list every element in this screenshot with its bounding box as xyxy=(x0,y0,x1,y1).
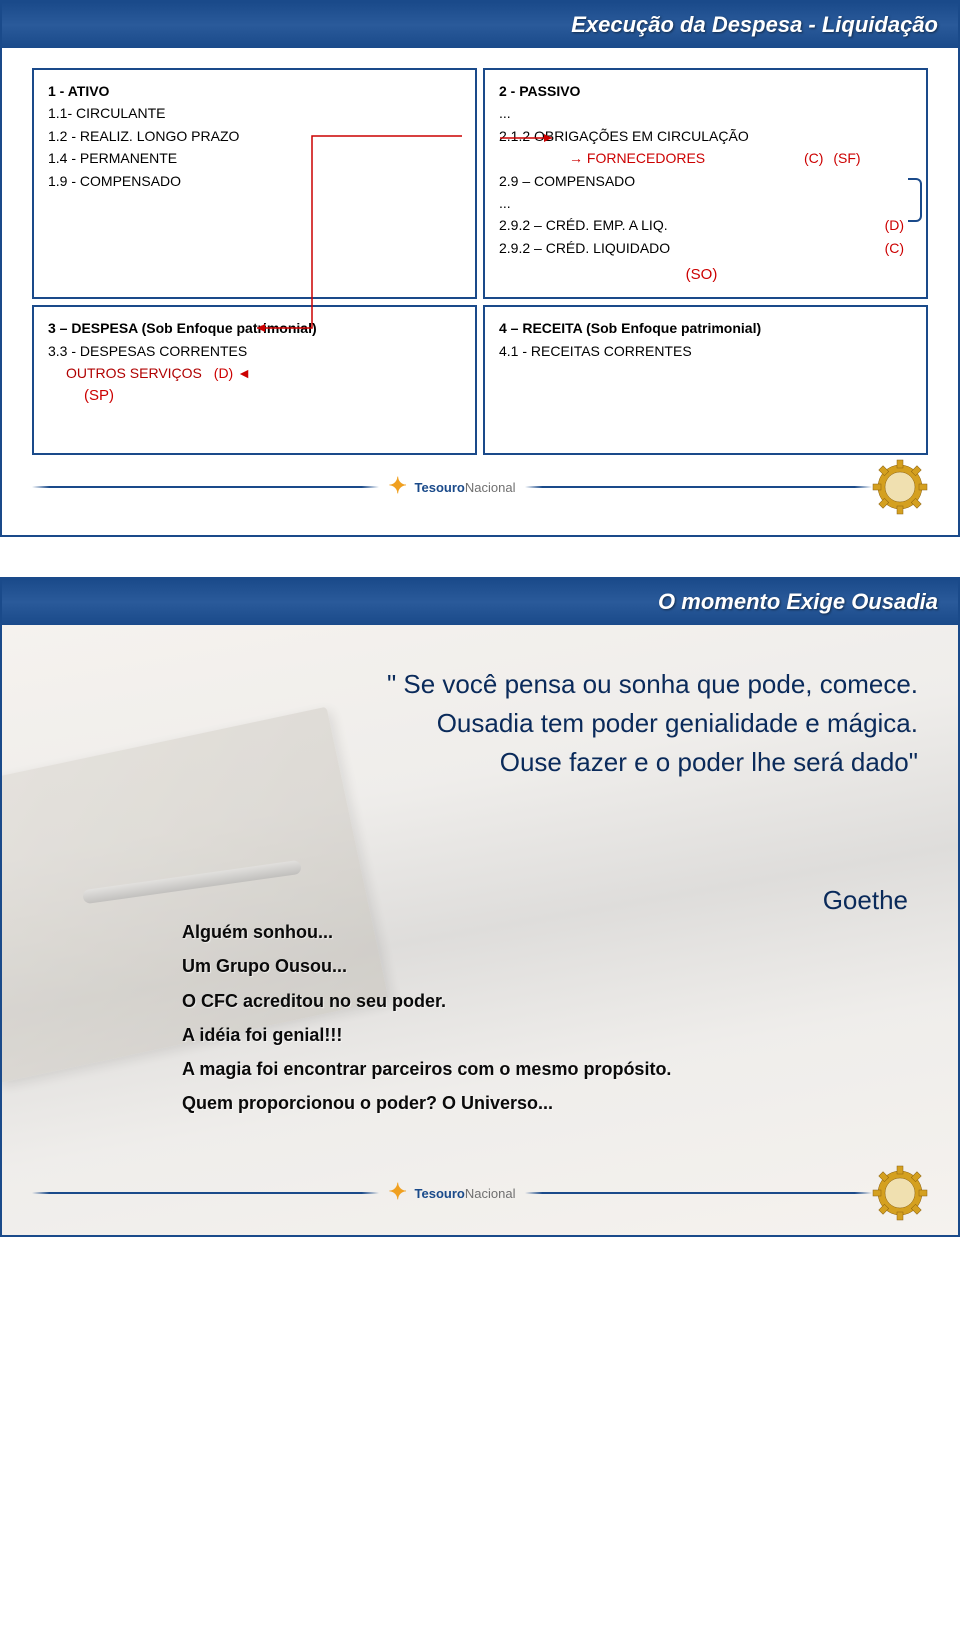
footer-bar: TesouroNacional xyxy=(32,459,928,515)
gear-badge-icon-2 xyxy=(872,1165,928,1221)
gear-badge-icon xyxy=(872,459,928,515)
cred1: 2.9.2 – CRÉD. EMP. A LIQ. xyxy=(499,214,668,236)
stmt-6: Quem proporcionou o poder? O Universo... xyxy=(182,1086,918,1120)
quote-l3: Ouse fazer e o poder lhe será dado" xyxy=(202,743,918,782)
despesa-heading: 3 – DESPESA (Sob Enfoque patrimonial) xyxy=(48,320,317,336)
quote-l2: Ousadia tem poder genialidade e mágica. xyxy=(202,704,918,743)
footer-line-right xyxy=(525,486,872,488)
footer-line-left xyxy=(32,486,379,488)
slide2-body: " Se você pensa ou sonha que pode, comec… xyxy=(2,625,958,1235)
despesa-sp: (SP) xyxy=(48,384,461,408)
cell-despesa: 3 – DESPESA (Sob Enfoque patrimonial) 3.… xyxy=(32,305,477,455)
slide2-title: O momento Exige Ousadia xyxy=(2,579,958,625)
statements-block: Alguém sonhou... Um Grupo Ousou... O CFC… xyxy=(182,915,918,1120)
footer-line-right-2 xyxy=(525,1192,872,1194)
slide-ousadia: O momento Exige Ousadia " Se você pensa … xyxy=(0,577,960,1237)
star-icon xyxy=(389,477,409,497)
ativo-l1: 1.1- CIRCULANTE xyxy=(48,102,461,124)
tesouro-text-2: TesouroNacional xyxy=(415,1186,516,1201)
footer-line-left-2 xyxy=(32,1192,379,1194)
arrow-left-icon: ◄ xyxy=(237,365,251,381)
cred2-c: (C) xyxy=(885,237,904,259)
footer-bar-2: TesouroNacional xyxy=(32,1165,928,1221)
cell-passivo: 2 - PASSIVO ... 2.1.2 OBRIGAÇÕES EM CIRC… xyxy=(483,68,928,299)
quote-author: Goethe xyxy=(823,885,908,916)
stmt-2: Um Grupo Ousou... xyxy=(182,949,918,983)
passivo-obrig: 2.1.2 OBRIGAÇÕES EM CIRCULAÇÃO xyxy=(499,125,904,147)
tesouro-logo: TesouroNacional xyxy=(379,477,526,497)
outros-servicos: OUTROS SERVIÇOS xyxy=(66,365,202,381)
slide1-title: Execução da Despesa - Liquidação xyxy=(2,2,958,48)
cred1-d: (D) xyxy=(885,214,904,236)
accounting-grid: 1 - ATIVO 1.1- CIRCULANTE 1.2 - REALIZ. … xyxy=(32,68,928,455)
receita-heading: 4 – RECEITA (Sob Enfoque patrimonial) xyxy=(499,320,761,336)
cred2: 2.9.2 – CRÉD. LIQUIDADO xyxy=(499,237,670,259)
ativo-l4: 1.9 - COMPENSADO xyxy=(48,170,461,192)
stmt-4: A idéia foi genial!!! xyxy=(182,1018,918,1052)
ativo-l3: 1.4 - PERMANENTE xyxy=(48,147,461,169)
ativo-l2: 1.2 - REALIZ. LONGO PRAZO xyxy=(48,125,461,147)
receita-l1: 4.1 - RECEITAS CORRENTES xyxy=(499,340,912,362)
passivo-so: (SO) xyxy=(499,263,904,287)
fornecedores-label: FORNECEDORES xyxy=(587,150,705,166)
star-icon-2 xyxy=(389,1183,409,1203)
cell-ativo: 1 - ATIVO 1.1- CIRCULANTE 1.2 - REALIZ. … xyxy=(32,68,477,299)
passivo-dots2: ... xyxy=(499,192,904,214)
passivo-heading: 2 - PASSIVO xyxy=(499,83,580,99)
outros-d: (D) xyxy=(214,365,233,381)
quote-l1: " Se você pensa ou sonha que pode, comec… xyxy=(202,665,918,704)
passivo-dots: ... xyxy=(499,102,904,124)
cell-receita: 4 – RECEITA (Sob Enfoque patrimonial) 4.… xyxy=(483,305,928,455)
stmt-5: A magia foi encontrar parceiros com o me… xyxy=(182,1052,742,1086)
tesouro-logo-2: TesouroNacional xyxy=(379,1183,526,1203)
fornecedores-c: (C) xyxy=(804,150,823,166)
bracket-icon xyxy=(908,178,922,222)
slide-liquidacao: Execução da Despesa - Liquidação 1 - ATI… xyxy=(0,0,960,537)
fornecedores-sf: (SF) xyxy=(833,150,860,166)
tesouro-text: TesouroNacional xyxy=(415,480,516,495)
stmt-1: Alguém sonhou... xyxy=(182,915,918,949)
stmt-3: O CFC acreditou no seu poder. xyxy=(182,984,918,1018)
quote-block: " Se você pensa ou sonha que pode, comec… xyxy=(202,665,918,782)
despesa-l1: 3.3 - DESPESAS CORRENTES xyxy=(48,340,461,362)
passivo-comp: 2.9 – COMPENSADO xyxy=(499,170,904,192)
ativo-heading: 1 - ATIVO xyxy=(48,83,109,99)
